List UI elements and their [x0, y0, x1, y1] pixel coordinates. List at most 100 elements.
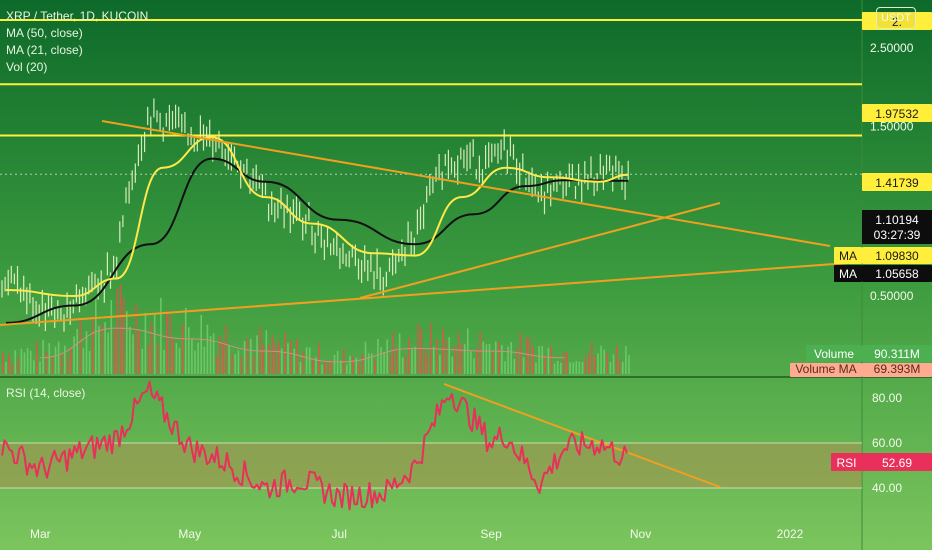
volume-bar	[231, 354, 233, 374]
volume-bar	[169, 314, 171, 374]
volume-bar	[584, 357, 587, 374]
x-tick-label: May	[178, 527, 201, 541]
volume-bar	[355, 357, 357, 374]
volume-bar	[547, 347, 550, 374]
legend-vol[interactable]: Vol (20)	[6, 60, 48, 74]
rsi-name-tag-bg	[831, 453, 862, 471]
volume-bar	[265, 330, 268, 374]
volume-bar	[287, 343, 289, 374]
volume-bar	[308, 347, 311, 374]
ma21-line	[5, 136, 629, 298]
volume-ma-name-tag-bg	[790, 363, 862, 377]
volume-bar	[374, 359, 376, 374]
volume-bar	[17, 357, 20, 374]
currency-button[interactable]: USDT	[876, 7, 916, 29]
volume-bar	[538, 346, 540, 374]
plot-layer	[0, 19, 863, 511]
volume-bar	[510, 342, 512, 374]
volume-bar	[51, 356, 54, 374]
volume-bar	[5, 361, 7, 374]
volume-bar	[305, 347, 308, 374]
volume-bar	[606, 353, 609, 374]
volume-bar	[150, 322, 153, 374]
volume-bar	[386, 339, 388, 374]
volume-bar	[541, 346, 543, 374]
volume-bar	[569, 362, 571, 374]
volume-bar	[522, 357, 525, 374]
volume-bar	[544, 355, 547, 374]
volume-bar	[302, 351, 305, 374]
volume-bar	[110, 299, 113, 374]
volume-bar	[175, 342, 178, 374]
rsi-band	[0, 443, 862, 488]
volume-bar	[405, 355, 407, 374]
volume-bar	[494, 341, 497, 374]
volume-bar	[184, 307, 187, 374]
top-level-tag: 2.	[892, 15, 902, 29]
volume-bar	[377, 338, 379, 374]
volume-bar	[132, 334, 134, 374]
volume-bar	[361, 353, 364, 374]
volume-bar	[312, 359, 314, 374]
volume-bar	[163, 349, 165, 374]
ma50-value-tag: 1.05658	[875, 267, 919, 281]
volume-bar	[330, 360, 333, 374]
axis-labels-layer: Mar May Jul Sep Nov 2022 2.50000 1.50000 0.50000…	[30, 12, 932, 541]
volume-bar	[445, 340, 447, 374]
legend-symbol[interactable]: XRP / Tether, 1D, KUCOIN	[6, 9, 149, 23]
volume-bar	[581, 362, 584, 374]
volume-bar	[200, 314, 202, 374]
volume-bar	[129, 327, 131, 374]
volume-bar	[367, 353, 370, 374]
volume-bar	[166, 310, 168, 374]
volume-bar	[234, 354, 237, 374]
volume-bar	[529, 337, 531, 374]
volume-bar	[76, 328, 78, 374]
rsi-name-tag: RSI	[836, 456, 856, 470]
volume-bar	[67, 355, 69, 374]
volume-value-tag: 90.311M	[874, 347, 920, 361]
volume-bar	[628, 354, 630, 374]
trendline	[0, 261, 863, 326]
volume-bar	[414, 346, 416, 374]
volume-bar	[572, 362, 574, 374]
volume-bar	[64, 345, 66, 374]
volume-ma-value-tag: 69.393M	[874, 362, 921, 376]
volume-bar	[479, 331, 481, 374]
volume-bar	[203, 346, 206, 374]
volume-bar	[327, 361, 330, 374]
volume-bar	[219, 335, 221, 374]
volume-bar	[135, 304, 137, 374]
volume-bar	[395, 348, 398, 374]
trendline	[359, 202, 721, 299]
volume-bar	[485, 344, 488, 374]
volume-bar	[60, 354, 63, 374]
volume-bar	[439, 354, 441, 374]
volume-bar	[560, 362, 562, 374]
volume-bar	[535, 362, 537, 374]
volume-bar	[426, 354, 429, 374]
volume-bar	[225, 325, 227, 374]
legend-ma50[interactable]: MA (50, close)	[6, 26, 83, 40]
legend-ma21[interactable]: MA (21, close)	[6, 43, 83, 57]
rsi-value-tag-bg	[862, 453, 932, 471]
volume-bar	[420, 329, 423, 374]
volume-bar	[408, 338, 410, 374]
countdown-tag: 03:27:39	[874, 228, 921, 242]
volume-bar	[11, 362, 13, 374]
volume-bar	[191, 339, 193, 374]
volume-bar	[336, 351, 339, 374]
volume-bar	[591, 342, 593, 374]
x-tick-label: Nov	[630, 527, 651, 541]
rsi-legend[interactable]: RSI (14, close)	[6, 386, 86, 400]
volume-bar	[104, 322, 106, 374]
level-2-tag-bg	[862, 173, 932, 191]
volume-bar	[615, 345, 618, 374]
last-price-tag-bg	[862, 210, 932, 244]
volume-bar	[144, 313, 147, 374]
ma21-value-tag-bg	[862, 247, 932, 264]
level-1-tag-bg	[862, 104, 932, 122]
volume-bar	[82, 348, 85, 374]
